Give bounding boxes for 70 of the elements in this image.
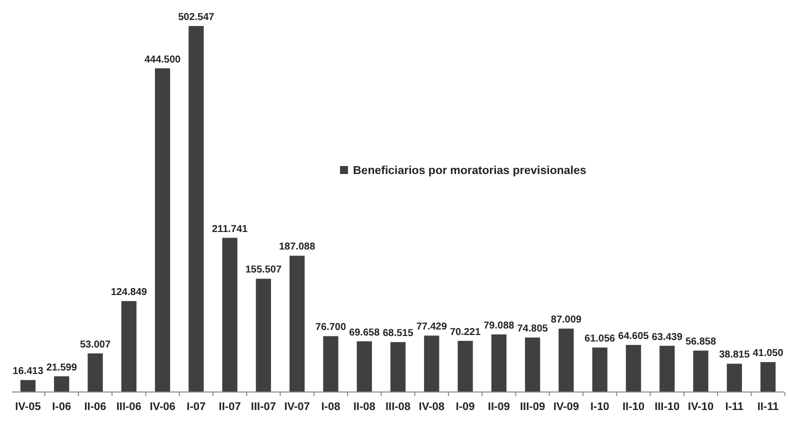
bar [558, 328, 574, 392]
data-label: 41.050 [752, 348, 784, 360]
bar [88, 353, 103, 392]
bar [390, 342, 406, 392]
data-label: 79.088 [484, 320, 515, 332]
bar [726, 364, 742, 392]
x-tick-label: III-09 [520, 401, 546, 413]
bar [20, 380, 36, 392]
data-label: 38.815 [719, 350, 750, 361]
x-tick-label: II-06 [84, 401, 106, 413]
x-tick-label: I-08 [321, 401, 340, 413]
data-label: 56.858 [685, 336, 716, 348]
x-tick-label: I-06 [52, 401, 72, 413]
x-tick-label: III-10 [654, 401, 680, 413]
bar [693, 350, 708, 392]
bar [626, 344, 642, 392]
data-label: 76.700 [315, 322, 346, 334]
data-label: 21.599 [46, 362, 78, 374]
bar [424, 336, 440, 392]
bar [660, 346, 675, 392]
x-tick-label: I-07 [186, 401, 206, 413]
data-label: 53.007 [80, 339, 111, 350]
data-label: 77.429 [416, 322, 448, 333]
x-tick-label: II-08 [353, 401, 376, 413]
x-tick-label: II-09 [488, 401, 510, 413]
x-tick-label: III-08 [385, 401, 411, 413]
data-label: 16.413 [12, 366, 44, 378]
data-label: 211.741 [212, 224, 248, 235]
legend-label: Beneficiarios por moratorias previsionales [353, 165, 586, 177]
x-tick-label: IV-10 [688, 401, 714, 413]
bar [222, 238, 238, 392]
data-label: 61.056 [584, 334, 616, 345]
bar [290, 256, 305, 392]
data-label: 155.507 [245, 264, 282, 276]
bar [491, 334, 506, 392]
bar [121, 301, 136, 392]
bar [154, 68, 170, 392]
x-tick-label: I-11 [725, 401, 744, 413]
bar [760, 362, 776, 392]
data-label: 64.605 [618, 330, 650, 342]
x-tick-label: II-11 [757, 401, 779, 413]
data-label: 74.805 [517, 324, 548, 335]
x-tick-label: IV-07 [284, 401, 310, 413]
x-tick-label: II-07 [218, 401, 241, 413]
data-label: 124.849 [110, 287, 148, 298]
bar [458, 340, 473, 392]
x-tick-label: I-10 [590, 401, 610, 413]
bar [188, 26, 204, 392]
bar [323, 336, 338, 392]
bar [54, 376, 70, 392]
bar [524, 338, 540, 392]
data-label: 63.439 [652, 332, 683, 343]
bar [256, 278, 272, 392]
data-label: 444.500 [144, 54, 182, 66]
x-tick-label: IV-05 [15, 401, 41, 413]
data-label: 187.088 [279, 242, 316, 253]
data-label: 68.515 [382, 328, 414, 340]
data-label: 502.547 [178, 12, 215, 23]
x-tick-label: IV-09 [553, 401, 580, 413]
x-tick-label: IV-06 [150, 401, 176, 413]
x-tick-label: II-10 [622, 401, 644, 413]
data-label: 70.221 [450, 326, 482, 338]
bar [592, 348, 608, 392]
x-tick-label: III-06 [116, 401, 142, 413]
data-label: 69.658 [349, 327, 380, 338]
bar [356, 341, 372, 392]
x-tick-label: III-07 [250, 401, 276, 413]
x-tick-label: I-09 [456, 401, 475, 413]
x-tick-label: IV-08 [418, 401, 444, 413]
data-label: 87.009 [550, 314, 582, 326]
